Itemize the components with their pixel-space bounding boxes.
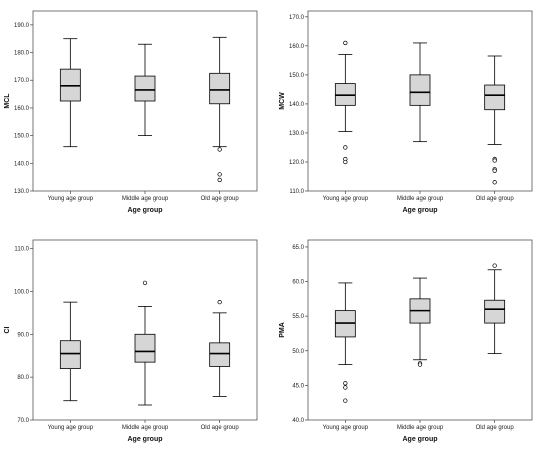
y-tick-label: 120.0 <box>289 160 305 166</box>
chart-panel-mcw: 110.0 120.0 130.0 140.0 150.0 160.0 170.0 MCW Yo… <box>275 0 550 229</box>
outlier-point <box>343 159 348 165</box>
box-old-age-group <box>209 299 231 397</box>
x-tick-label-middle-age-group: Middle age group <box>122 196 169 202</box>
y-tick-label: 45.0 <box>292 383 304 389</box>
chart-svg-mcw: 110.0 120.0 130.0 140.0 150.0 160.0 170.0 MCW Yo… <box>279 10 533 214</box>
y-tick-label: 170.0 <box>289 15 305 21</box>
box-middle-age-group <box>409 277 431 367</box>
box-middle-age-group <box>134 280 156 406</box>
box-young-age-group <box>59 38 81 148</box>
outlier-point <box>492 180 497 185</box>
x-axis-label: Age group <box>403 207 438 214</box>
box-old-age-group <box>209 36 231 183</box>
box-iqr <box>59 340 81 369</box>
outlier-point <box>142 280 148 286</box>
box-old-age-group <box>484 263 506 354</box>
x-tick-label-middle-age-group: Middle age group <box>397 196 444 202</box>
y-tick-label: 70.0 <box>17 418 29 424</box>
box-iqr <box>134 75 156 102</box>
chart-svg-ci: 70.0 80.0 90.0 100.0 110.0 CI Young age group M… <box>4 239 258 443</box>
y-tick-label: 65.0 <box>292 245 304 251</box>
outlier-point <box>343 385 348 390</box>
y-tick-label: 55.0 <box>292 314 304 320</box>
chart-svg-mcl: 130.0 140.0 150.0 160.0 170.0 180.0 190.0 MCL Yo… <box>4 10 258 214</box>
box-iqr <box>409 74 431 106</box>
y-tick-label: 150.0 <box>289 73 305 79</box>
outlier-point <box>492 168 497 173</box>
chart-panel-ci: 70.0 80.0 90.0 100.0 110.0 CI Young age group M… <box>0 229 275 458</box>
outlier-point <box>217 177 222 183</box>
y-tick-label: 100.0 <box>14 289 30 295</box>
y-tick-label: 40.0 <box>292 418 304 424</box>
chart-panel-pma: 40.0 45.0 50.0 55.0 60.0 65.0 PMA Young age gro… <box>275 229 550 458</box>
y-tick-label: 80.0 <box>17 375 29 381</box>
chart-svg-pma: 40.0 45.0 50.0 55.0 60.0 65.0 PMA Young age gro… <box>279 239 533 443</box>
outlier-point <box>343 40 348 46</box>
x-tick-label-young-age-group: Young age group <box>323 196 369 202</box>
y-tick-label: 160.0 <box>289 44 305 50</box>
x-tick-label-young-age-group: Young age group <box>48 425 94 431</box>
box-iqr <box>209 342 231 367</box>
box-iqr <box>209 72 231 105</box>
outlier-point <box>492 158 497 163</box>
y-tick-label: 140.0 <box>14 161 30 167</box>
box-young-age-group <box>59 301 81 402</box>
y-tick-label: 130.0 <box>14 189 30 195</box>
y-axis-label: MCW <box>279 92 286 110</box>
x-axis-label: Age group <box>128 436 163 443</box>
outlier-point <box>417 362 423 367</box>
y-tick-label: 170.0 <box>14 78 30 84</box>
outlier-point <box>217 299 222 305</box>
y-tick-label: 190.0 <box>14 23 30 29</box>
x-tick-label-old-age-group: Old age group <box>476 425 515 431</box>
y-axis-label: PMA <box>279 322 286 338</box>
y-tick-label: 180.0 <box>14 51 30 57</box>
outlier-point <box>343 145 348 150</box>
y-tick-label: 60.0 <box>292 280 304 286</box>
x-tick-label-young-age-group: Young age group <box>323 425 369 431</box>
x-tick-label-young-age-group: Young age group <box>48 196 94 202</box>
box-iqr <box>134 333 156 363</box>
box-iqr <box>484 84 506 111</box>
y-tick-label: 140.0 <box>289 102 305 108</box>
x-tick-label-old-age-group: Old age group <box>476 196 515 202</box>
x-axis-label: Age group <box>403 436 438 443</box>
y-tick-label: 90.0 <box>17 332 29 338</box>
y-axis-label: CI <box>4 326 11 333</box>
y-tick-label: 150.0 <box>14 134 30 140</box>
box-young-age-group <box>334 40 356 165</box>
y-tick-label: 50.0 <box>292 349 304 355</box>
y-tick-label: 110.0 <box>14 247 29 253</box>
y-tick-label: 160.0 <box>14 106 30 112</box>
y-tick-label: 130.0 <box>289 131 305 137</box>
y-tick-label: 110.0 <box>289 189 304 195</box>
outlier-point <box>343 381 348 386</box>
chart-panel-mcl: 130.0 140.0 150.0 160.0 170.0 180.0 190.0 MCL Yo… <box>0 0 275 229</box>
outlier-point <box>217 172 222 177</box>
outlier-point <box>217 147 222 152</box>
outlier-point <box>343 398 348 403</box>
y-axis-label: MCL <box>4 93 11 109</box>
x-tick-label-middle-age-group: Middle age group <box>397 425 444 431</box>
box-middle-age-group <box>409 42 431 143</box>
x-tick-label-middle-age-group: Middle age group <box>122 425 169 431</box>
outlier-point <box>492 263 497 268</box>
box-middle-age-group <box>134 43 156 137</box>
x-tick-label-old-age-group: Old age group <box>201 425 240 431</box>
x-axis-label: Age group <box>128 207 163 214</box>
box-old-age-group <box>484 55 506 185</box>
box-young-age-group <box>334 282 356 403</box>
box-iqr <box>484 299 506 324</box>
x-tick-label-old-age-group: Old age group <box>201 196 240 202</box>
